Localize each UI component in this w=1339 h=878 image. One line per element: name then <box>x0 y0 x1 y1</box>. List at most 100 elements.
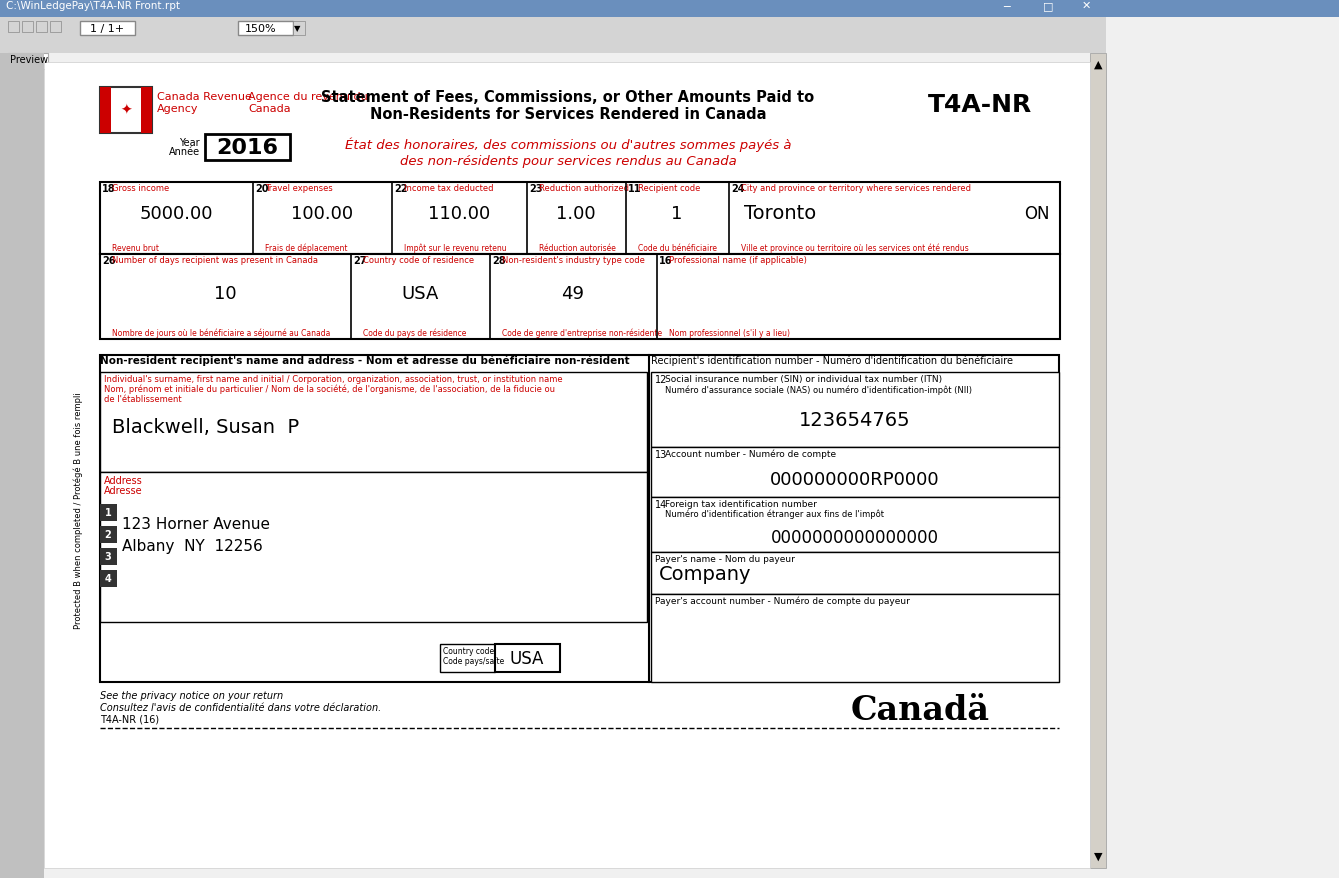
Text: 12: 12 <box>655 375 667 385</box>
Text: Non-resident's industry type code: Non-resident's industry type code <box>502 255 645 264</box>
Text: Account number - Numéro de compte: Account number - Numéro de compte <box>665 450 836 459</box>
Text: ▼: ▼ <box>1094 851 1102 861</box>
Text: Agence du revenu du
Canada: Agence du revenu du Canada <box>248 92 368 113</box>
Text: Individual's surname, first name and initial / Corporation, organization, associ: Individual's surname, first name and ini… <box>104 375 562 384</box>
Text: Nombre de jours où le bénéficiaire a séjourné au Canada: Nombre de jours où le bénéficiaire a séj… <box>112 328 331 338</box>
Text: 000000000RP0000: 000000000RP0000 <box>770 471 940 488</box>
Text: Nom, prénom et initiale du particulier / Nom de la société, de l'organisme, de l: Nom, prénom et initiale du particulier /… <box>104 385 554 394</box>
Text: Blackwell, Susan  P: Blackwell, Susan P <box>112 418 299 437</box>
Bar <box>495 644 560 673</box>
Text: Travel expenses: Travel expenses <box>265 184 333 193</box>
Text: Numéro d'identification étranger aux fins de l'impôt: Numéro d'identification étranger aux fin… <box>665 509 884 519</box>
Text: 2: 2 <box>104 529 111 539</box>
Text: Non-resident recipient's name and address - Nom et adresse du bénéficiaire non-r: Non-resident recipient's name and addres… <box>100 356 629 366</box>
Bar <box>238 22 293 36</box>
Text: T4A-NR: T4A-NR <box>928 93 1032 117</box>
Bar <box>100 255 1060 340</box>
Bar <box>651 498 1059 552</box>
Text: 10: 10 <box>214 284 236 303</box>
Text: ✕: ✕ <box>1082 1 1091 11</box>
Bar <box>651 372 1059 448</box>
Bar <box>651 594 1059 682</box>
Bar <box>100 472 647 623</box>
Bar <box>100 571 116 587</box>
Text: See the privacy notice on your return: See the privacy notice on your return <box>100 690 283 700</box>
Text: 23: 23 <box>529 184 542 194</box>
Bar <box>205 135 291 161</box>
Text: Gross income: Gross income <box>112 184 169 193</box>
Text: 123654765: 123654765 <box>799 411 911 430</box>
Text: 22: 22 <box>394 184 407 194</box>
Text: 27: 27 <box>353 255 367 266</box>
Text: Canadä: Canadä <box>850 694 990 727</box>
Text: Company: Company <box>659 565 751 584</box>
Bar <box>141 88 153 133</box>
Bar <box>36 22 47 33</box>
Text: Réduction autorisée: Réduction autorisée <box>540 244 616 253</box>
Text: 1.00: 1.00 <box>556 205 596 223</box>
Text: Income tax deducted: Income tax deducted <box>404 184 494 193</box>
Text: Année: Année <box>169 147 200 157</box>
Text: Code du pays de résidence: Code du pays de résidence <box>363 328 466 338</box>
Bar <box>80 22 135 36</box>
Bar <box>441 644 495 673</box>
Text: 1 / 1+: 1 / 1+ <box>90 24 125 34</box>
Text: 2016: 2016 <box>216 138 279 158</box>
Text: C:\WinLedgePay\T4A-NR Front.rpt: C:\WinLedgePay\T4A-NR Front.rpt <box>5 1 179 11</box>
Bar <box>293 22 305 36</box>
Text: Recipient code: Recipient code <box>637 184 700 193</box>
Text: de l'établissement: de l'établissement <box>104 394 182 404</box>
Text: 13: 13 <box>655 450 667 459</box>
Bar <box>100 356 1059 372</box>
Text: Toronto: Toronto <box>744 205 817 223</box>
Text: 0000000000000000: 0000000000000000 <box>771 529 939 546</box>
Text: 11: 11 <box>628 184 641 194</box>
Bar <box>1090 54 1106 868</box>
Text: 5000.00: 5000.00 <box>139 205 213 223</box>
Text: 16: 16 <box>659 255 672 266</box>
Text: Professional name (if applicable): Professional name (if applicable) <box>670 255 807 264</box>
Text: 1: 1 <box>671 205 683 223</box>
Text: Recipient's identification number - Numéro d'identification du bénéficiaire: Recipient's identification number - Numé… <box>651 356 1014 366</box>
Bar <box>50 22 62 33</box>
Text: Adresse: Adresse <box>104 486 143 495</box>
Bar <box>0 54 44 878</box>
Text: 18: 18 <box>102 184 115 194</box>
Text: Protected B when completed / Protégé B une fois rempli: Protected B when completed / Protégé B u… <box>74 392 83 629</box>
Text: 14: 14 <box>655 500 667 509</box>
Text: Albany  NY  12256: Albany NY 12256 <box>122 539 262 554</box>
Text: USA: USA <box>402 284 439 303</box>
Text: 26: 26 <box>102 255 115 266</box>
Text: City and province or territory where services rendered: City and province or territory where ser… <box>740 184 971 193</box>
Bar <box>100 527 116 543</box>
Text: Address: Address <box>104 476 143 486</box>
Text: État des honoraires, des commissions ou d'autres sommes payés à
des non-résident: État des honoraires, des commissions ou … <box>344 138 791 168</box>
Text: 150%: 150% <box>245 24 277 34</box>
Text: Frais de déplacement: Frais de déplacement <box>265 243 348 253</box>
Text: ▼: ▼ <box>293 25 300 33</box>
Text: Payer's name - Nom du payeur: Payer's name - Nom du payeur <box>655 554 795 564</box>
Bar <box>651 552 1059 594</box>
Text: T4A-NR (16): T4A-NR (16) <box>100 714 159 724</box>
Text: 110.00: 110.00 <box>428 205 490 223</box>
Text: 100.00: 100.00 <box>291 205 353 223</box>
Bar <box>21 22 33 33</box>
Text: USA: USA <box>510 649 544 667</box>
Bar <box>0 18 1106 54</box>
Bar <box>0 18 66 54</box>
Text: □: □ <box>1043 1 1054 11</box>
Text: Consultez l'avis de confidentialité dans votre déclaration.: Consultez l'avis de confidentialité dans… <box>100 702 382 712</box>
Text: 123 Horner Avenue: 123 Horner Avenue <box>122 517 270 532</box>
Text: Preview: Preview <box>9 55 48 65</box>
Text: Country code of residence: Country code of residence <box>363 255 474 264</box>
Text: Country code: Country code <box>443 646 494 655</box>
Text: Payer's account number - Numéro de compte du payeur: Payer's account number - Numéro de compt… <box>655 596 911 606</box>
Text: Statement of Fees, Commissions, or Other Amounts Paid to
Non-Residents for Servi: Statement of Fees, Commissions, or Other… <box>321 90 814 122</box>
Text: ✦: ✦ <box>121 104 131 118</box>
Text: Code du bénéficiaire: Code du bénéficiaire <box>637 244 716 253</box>
Text: 4: 4 <box>104 573 111 583</box>
Bar <box>100 356 1059 682</box>
Bar <box>8 22 19 33</box>
Text: Canada Revenue
Agency: Canada Revenue Agency <box>157 92 252 113</box>
Text: Social insurance number (SIN) or individual tax number (ITN): Social insurance number (SIN) or individ… <box>665 375 943 384</box>
